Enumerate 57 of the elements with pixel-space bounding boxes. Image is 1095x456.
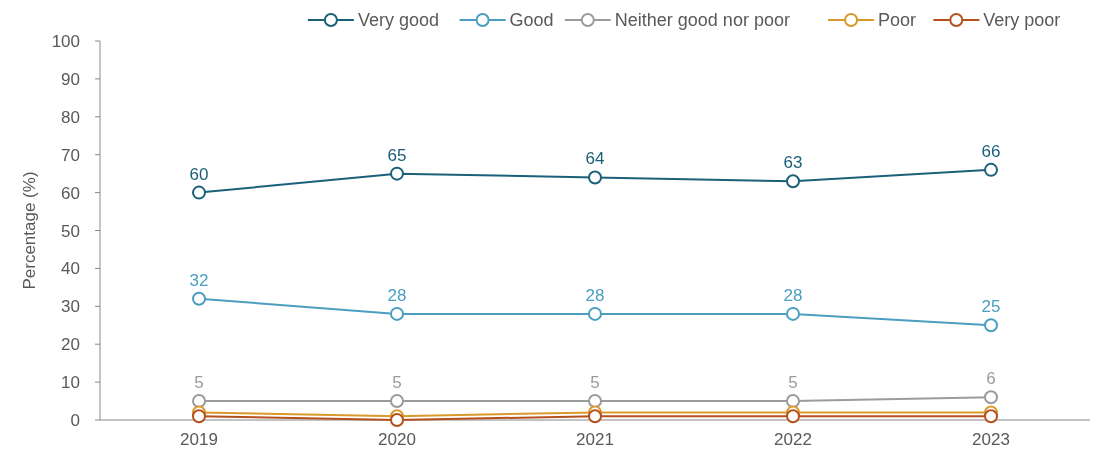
data-label: 5 xyxy=(194,373,204,393)
legend-label: Very poor xyxy=(983,10,1061,30)
point xyxy=(984,409,998,424)
point xyxy=(984,318,998,333)
x-tick-label: 2023 xyxy=(972,430,1010,449)
point xyxy=(390,166,404,181)
y-tick-label: 0 xyxy=(70,411,80,430)
data-label: 6 xyxy=(986,369,996,389)
point xyxy=(786,394,800,409)
x-tick-label: 2021 xyxy=(576,430,614,449)
point xyxy=(192,291,206,306)
data-label: 60 xyxy=(189,164,209,184)
y-tick-label: 90 xyxy=(61,69,80,89)
y-tick-label: 80 xyxy=(61,107,80,127)
legend-label: Poor xyxy=(878,10,917,30)
x-tick-label: 2020 xyxy=(378,430,416,449)
point xyxy=(984,390,998,405)
legend-label: Very good xyxy=(357,10,439,30)
point xyxy=(786,174,800,189)
y-tick-label: 20 xyxy=(61,335,80,355)
legend-label: Good xyxy=(509,10,554,30)
y-tick-label: 100 xyxy=(51,32,80,51)
data-label: 5 xyxy=(788,373,798,393)
point xyxy=(786,409,800,424)
y-tick-label: 60 xyxy=(61,183,80,203)
point xyxy=(588,170,602,185)
point xyxy=(390,394,404,409)
y-tick-label: 70 xyxy=(61,145,80,165)
point xyxy=(588,394,602,409)
x-tick-label: 2022 xyxy=(774,430,812,449)
y-tick-label: 40 xyxy=(61,259,80,279)
data-label: 64 xyxy=(585,149,605,169)
data-label: 28 xyxy=(387,285,407,305)
point xyxy=(192,185,206,200)
y-tick-label: 10 xyxy=(61,373,80,393)
data-label: 63 xyxy=(783,153,803,173)
x-tick-label: 2019 xyxy=(180,430,218,449)
y-axis-title: Percentage (%) xyxy=(20,171,39,290)
data-label: 28 xyxy=(783,285,803,305)
data-label: 5 xyxy=(590,373,600,393)
data-label: 5 xyxy=(392,373,402,393)
data-label: 32 xyxy=(189,270,209,290)
point xyxy=(192,394,206,409)
point xyxy=(588,409,602,424)
data-label: 28 xyxy=(585,285,605,305)
point xyxy=(588,306,602,321)
point xyxy=(786,306,800,321)
point xyxy=(390,306,404,321)
point xyxy=(984,162,998,177)
y-tick-label: 50 xyxy=(61,221,80,241)
point xyxy=(192,409,206,424)
y-tick-label: 30 xyxy=(61,297,80,317)
legend-label: Neither good nor poor xyxy=(614,10,790,30)
data-label: 25 xyxy=(981,297,1001,317)
point xyxy=(390,413,404,427)
data-label: 65 xyxy=(387,145,407,165)
data-label: 66 xyxy=(981,141,1001,161)
